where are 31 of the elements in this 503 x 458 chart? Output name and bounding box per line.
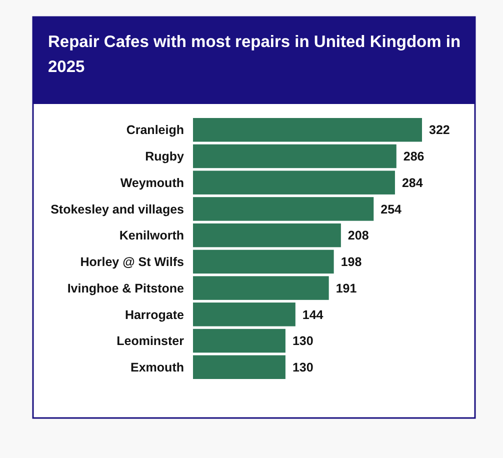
bar: [193, 302, 296, 326]
y-tick-label: Rugby: [145, 150, 184, 164]
bar: [193, 144, 396, 168]
data-label: 191: [336, 281, 357, 296]
y-tick-label: Stokesley and villages: [50, 202, 184, 216]
data-label: 286: [403, 150, 424, 164]
bar: [193, 250, 334, 274]
y-tick-label: Weymouth: [120, 176, 184, 190]
bar: [193, 355, 286, 379]
y-tick-label: Kenilworth: [119, 228, 184, 243]
data-label: 208: [348, 228, 369, 243]
data-label: 198: [340, 255, 362, 270]
data-label: 254: [380, 202, 402, 216]
bar: [193, 276, 329, 300]
y-tick-label: Leominster: [116, 334, 184, 348]
y-tick-label: Horley @ St Wilfs: [80, 255, 184, 270]
y-tick-label: Ivinghoe & Pitstone: [67, 281, 184, 296]
y-tick-label: Harrogate: [124, 308, 184, 322]
data-label: 130: [292, 334, 314, 348]
data-label: 322: [429, 123, 450, 138]
bar: [193, 197, 374, 221]
bar: [193, 328, 286, 353]
chart-title: Repair Cafes with most repairs in United Kingdom in 2025: [48, 33, 461, 76]
data-label: 284: [402, 176, 423, 190]
bar: [193, 170, 395, 194]
bar: [193, 118, 422, 142]
data-label: 144: [302, 308, 324, 322]
y-tick-label: Cranleigh: [126, 123, 184, 138]
data-label: 130: [292, 360, 314, 375]
y-tick-label: Exmouth: [130, 360, 184, 375]
bar: [193, 223, 341, 248]
